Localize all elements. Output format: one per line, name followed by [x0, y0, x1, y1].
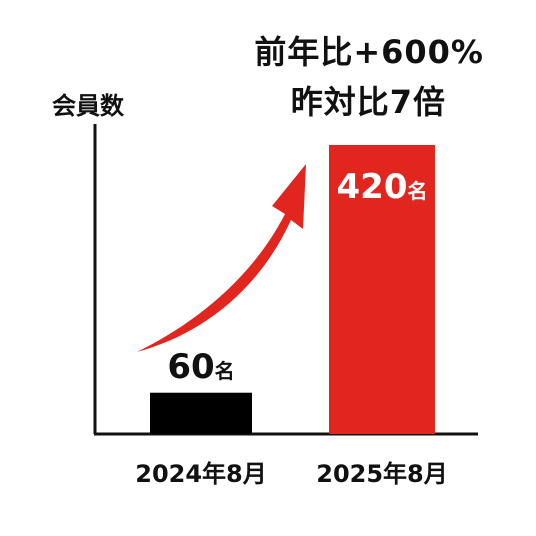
data-label-unit: 名 — [407, 179, 428, 203]
growth-annotation-multiple: 昨対比7倍 — [290, 83, 446, 121]
data-label-2025-08: 420名 — [302, 167, 462, 207]
data-label-2024-08: 60名 — [121, 347, 281, 387]
bar-1 — [329, 145, 435, 434]
x-tick-label-2025-08: 2025年8月 — [316, 460, 448, 488]
growth-arrow-icon — [137, 164, 306, 352]
growth-annotation-yoy: 前年比+600% — [254, 33, 484, 71]
bars — [150, 145, 435, 434]
y-axis-label: 会員数 — [52, 92, 124, 120]
data-label-unit: 名 — [214, 358, 235, 383]
x-tick-label-2024-08: 2024年8月 — [135, 460, 267, 488]
data-label-value: 60 — [167, 346, 215, 387]
data-label-value: 420 — [336, 167, 408, 207]
bar-0 — [150, 392, 252, 434]
